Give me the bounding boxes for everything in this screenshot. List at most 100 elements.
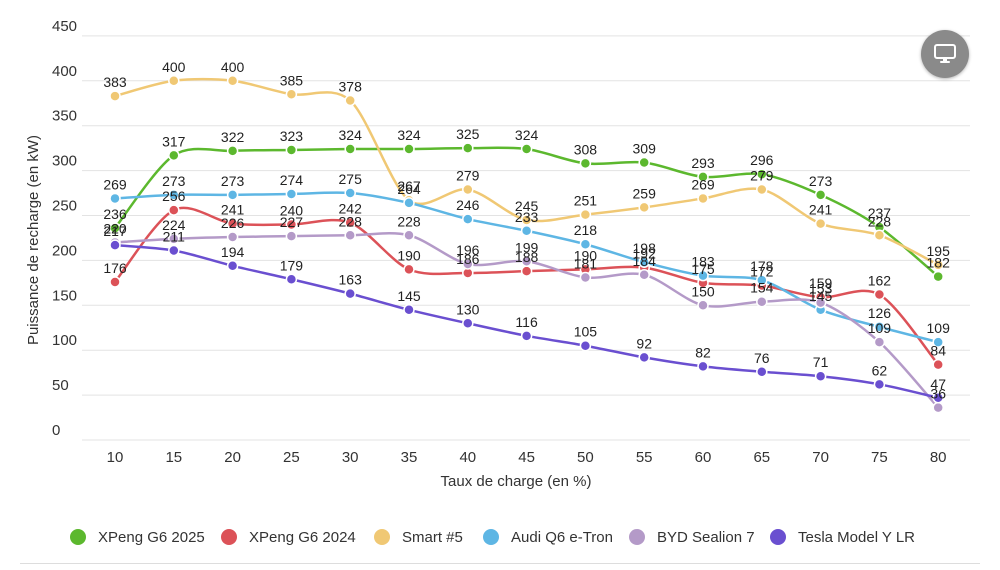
data-label: 309	[633, 141, 657, 157]
data-label: 383	[103, 74, 127, 90]
y-tick-label: 200	[52, 242, 77, 259]
data-label: 246	[456, 197, 480, 213]
data-point	[462, 183, 474, 196]
data-point	[344, 143, 356, 155]
y-tick-label: 450	[52, 18, 77, 35]
data-label: 109	[927, 320, 951, 336]
display-mode-button[interactable]	[921, 30, 969, 78]
legend-label: Audi Q6 e-Tron	[511, 529, 613, 546]
data-label: 323	[280, 128, 304, 144]
data-point	[697, 192, 709, 205]
data-point	[814, 370, 827, 382]
data-point	[285, 230, 298, 242]
data-label: 172	[750, 264, 774, 280]
data-label: 279	[456, 167, 480, 183]
data-point	[697, 299, 709, 312]
x-tick-label: 65	[753, 449, 770, 466]
x-tick-label: 20	[224, 449, 241, 466]
data-label: 163	[339, 272, 363, 288]
data-label: 192	[633, 246, 657, 262]
data-point	[344, 287, 356, 300]
legend-marker	[70, 529, 86, 545]
data-point	[226, 217, 239, 230]
legend-marker	[374, 529, 390, 545]
data-label: 385	[280, 72, 304, 88]
data-point	[168, 233, 180, 245]
data-label: 211	[163, 229, 186, 245]
data-point	[462, 213, 474, 225]
x-axis-label: Taux de charge (en %)	[441, 473, 592, 490]
data-point	[403, 263, 415, 276]
data-label: 194	[221, 244, 245, 260]
data-label: 47	[930, 376, 946, 392]
data-label: 190	[574, 247, 598, 263]
y-tick-label: 50	[52, 377, 69, 394]
data-point	[168, 75, 180, 87]
y-tick-label: 400	[52, 63, 77, 80]
y-axis-label: Puissance de recharge (en kW)	[25, 135, 42, 345]
y-tick-label: 150	[52, 287, 77, 304]
data-point	[403, 304, 415, 316]
x-tick-label: 55	[636, 449, 653, 466]
data-label: 175	[691, 261, 715, 277]
data-label: 182	[927, 255, 951, 271]
data-label: 322	[221, 129, 245, 145]
data-label: 279	[750, 167, 774, 183]
data-point	[462, 317, 474, 330]
legend-label: BYD Sealion 7	[657, 529, 755, 546]
data-label: 188	[515, 249, 539, 265]
data-label: 153	[809, 281, 833, 297]
data-label: 273	[162, 173, 186, 189]
data-label: 218	[574, 222, 598, 238]
data-point	[285, 188, 298, 200]
data-point	[285, 88, 298, 101]
data-label: 159	[809, 275, 833, 291]
data-point	[814, 296, 827, 309]
data-label: 198	[633, 240, 657, 256]
data-label: 196	[456, 242, 480, 258]
x-tick-label: 75	[871, 449, 888, 466]
data-point	[168, 244, 180, 257]
data-point	[520, 330, 533, 342]
data-label: 190	[397, 247, 421, 263]
data-point	[814, 217, 827, 230]
data-label: 275	[339, 171, 363, 187]
x-tick-label: 35	[401, 449, 418, 466]
data-label: 273	[221, 173, 245, 189]
data-label: 269	[691, 176, 715, 192]
data-point	[638, 351, 650, 364]
data-point	[873, 229, 886, 242]
divider	[20, 563, 980, 564]
data-label: 245	[515, 198, 539, 214]
data-label: 184	[633, 253, 657, 269]
data-label: 176	[103, 260, 127, 276]
data-label: 199	[515, 239, 539, 255]
data-label: 240	[280, 202, 304, 218]
data-label: 220	[103, 220, 127, 236]
data-point	[226, 189, 239, 201]
data-point	[285, 218, 298, 231]
data-label: 242	[339, 201, 363, 217]
series-lines	[109, 75, 944, 414]
data-point	[520, 265, 533, 277]
data-label: 228	[397, 213, 421, 229]
data-point	[873, 321, 886, 333]
data-label: 92	[636, 335, 652, 351]
data-label: 227	[280, 214, 304, 230]
data-point	[697, 269, 709, 282]
data-point	[226, 75, 239, 87]
legend-marker	[221, 529, 237, 545]
data-point	[579, 271, 592, 284]
data-point	[109, 192, 121, 205]
data-label: 324	[397, 127, 421, 143]
data-label: 126	[868, 305, 892, 321]
data-point	[520, 255, 533, 268]
x-tick-label: 15	[165, 449, 182, 466]
data-point	[932, 270, 944, 283]
data-label: 145	[397, 288, 421, 304]
data-point	[932, 392, 944, 404]
monitor-icon	[934, 44, 956, 63]
data-point	[814, 189, 827, 201]
